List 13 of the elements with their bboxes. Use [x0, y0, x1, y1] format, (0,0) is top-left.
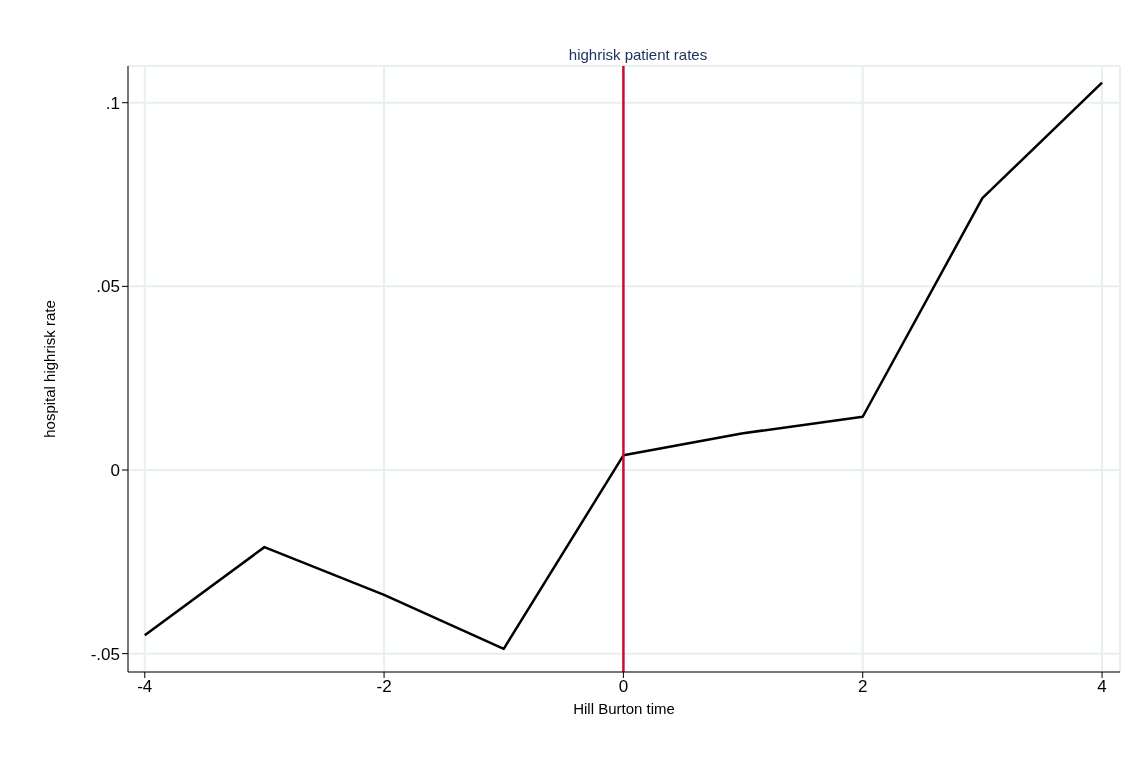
- y-tick-label: .05: [96, 277, 120, 297]
- y-tick-label: -.05: [90, 644, 120, 664]
- x-tick-label: -4: [137, 677, 153, 697]
- x-tick-label: -2: [376, 677, 392, 697]
- x-tick-label: 2: [857, 677, 868, 697]
- chart-title: highrisk patient rates: [567, 46, 709, 63]
- y-tick-label: .1: [105, 93, 120, 113]
- y-tick-label: 0: [110, 461, 120, 481]
- x-tick-label: 0: [618, 677, 629, 697]
- x-axis-title: Hill Burton time: [573, 700, 675, 717]
- y-axis-title: hospital highrisk rate: [41, 300, 59, 438]
- x-tick-label: 4: [1097, 677, 1107, 697]
- line-series: [143, 81, 1104, 651]
